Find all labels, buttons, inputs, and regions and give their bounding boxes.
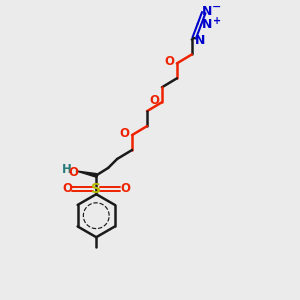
- Text: O: O: [63, 182, 73, 195]
- Text: H: H: [62, 163, 72, 176]
- Text: O: O: [149, 94, 160, 107]
- Polygon shape: [76, 171, 96, 177]
- Text: O: O: [69, 166, 79, 178]
- Text: O: O: [120, 182, 130, 195]
- Text: −: −: [212, 2, 221, 12]
- Text: O: O: [164, 56, 174, 68]
- Text: N: N: [195, 34, 206, 47]
- Text: O: O: [120, 127, 130, 140]
- Text: N: N: [202, 18, 212, 31]
- Text: N: N: [202, 4, 212, 18]
- Text: S: S: [91, 182, 101, 196]
- Text: +: +: [212, 16, 221, 26]
